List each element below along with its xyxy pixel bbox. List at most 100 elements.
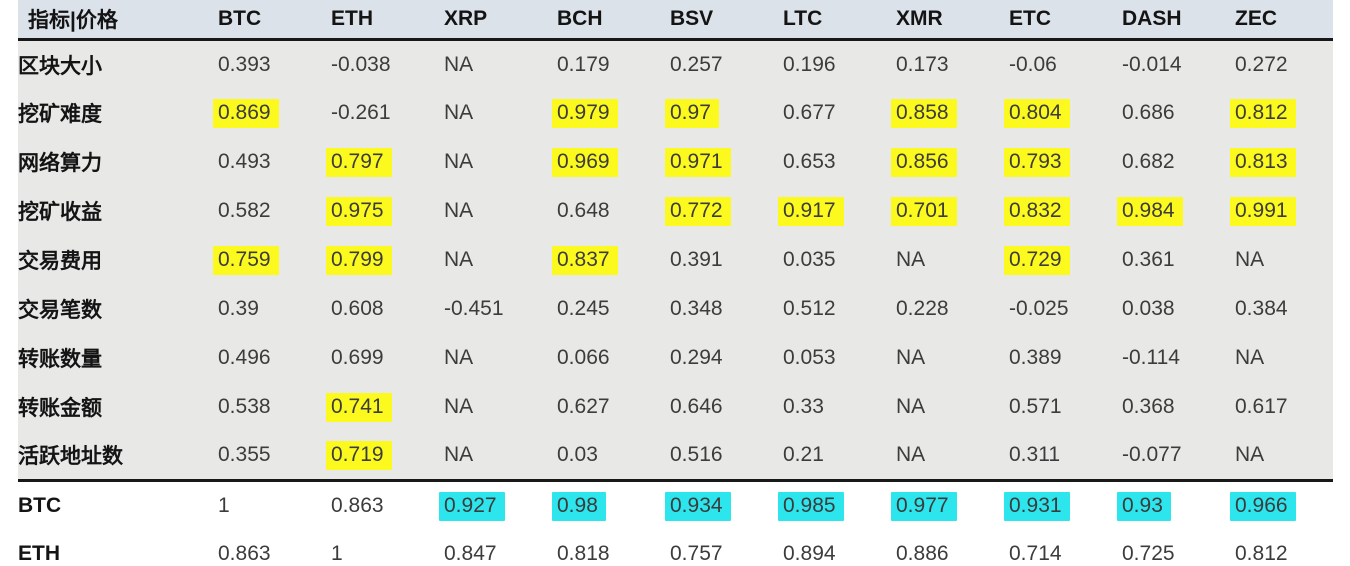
- value-cell: 0.21: [783, 443, 824, 467]
- yellow-highlighted-value: 0.858: [891, 99, 957, 128]
- cyan-highlighted-value: 0.927: [439, 491, 505, 521]
- yellow-highlighted-value: 0.869: [213, 99, 279, 128]
- value-cell: 0.934: [665, 481, 783, 530]
- yellow-highlighted-value: 0.97: [665, 99, 719, 128]
- indicator-rows-section: 区块大小 0.393 -0.038 NA 0.179 0.257 0.196 0.173 -0.…: [18, 39, 1333, 481]
- value-cell: 0.772: [665, 187, 783, 236]
- value-cell: 0.894: [783, 542, 836, 565]
- value-cell: 0.368: [1122, 395, 1175, 418]
- value-cell: 0.832: [1004, 187, 1122, 236]
- yellow-highlighted-value: 0.812: [1230, 99, 1296, 128]
- value-cell: 0.969: [552, 138, 670, 187]
- table-row: 转账数量 0.496 0.699 NA 0.066 0.294 0.053 NA 0.389 -0…: [18, 333, 1333, 383]
- value-cell: 0.196: [783, 52, 836, 76]
- value-cell: 0.03: [557, 443, 598, 467]
- table-row: 交易笔数 0.39 0.608 -0.451 0.245 0.348 0.512 0.228 -…: [18, 284, 1333, 334]
- row-label: 活跃地址数: [18, 445, 123, 469]
- yellow-highlighted-value: 0.991: [1230, 197, 1296, 226]
- value-cell: NA: [896, 443, 926, 467]
- cyan-highlighted-value: 0.977: [891, 491, 957, 521]
- value-cell: 0.863: [331, 493, 384, 517]
- value-cell: 0.538: [218, 395, 271, 418]
- row-label: 转账数量: [18, 348, 102, 371]
- value-cell: NA: [444, 101, 474, 124]
- header-cell-xrp: XRP: [444, 0, 557, 40]
- value-cell: 0.917: [778, 187, 896, 236]
- cyan-highlighted-value: 0.98: [552, 491, 606, 521]
- header-cell-bch: BCH: [557, 0, 670, 40]
- value-cell: 0.682: [1122, 150, 1175, 173]
- yellow-highlighted-value: 0.813: [1230, 148, 1296, 177]
- value-cell: NA: [1235, 443, 1265, 467]
- value-cell: 0.33: [783, 395, 824, 418]
- header-cell-bsv: BSV: [670, 0, 783, 40]
- yellow-highlighted-value: 0.701: [891, 197, 957, 226]
- value-cell: 0.725: [1122, 542, 1175, 565]
- value-cell: 0.699: [331, 346, 384, 369]
- value-cell: 0.966: [1230, 481, 1333, 530]
- value-cell: 0.038: [1122, 297, 1175, 320]
- yellow-highlighted-value: 0.799: [326, 246, 392, 275]
- table-row: 交易费用 0.759 0.799 NA 0.837 0.391 0.035 NA 0.729 0.…: [18, 235, 1333, 285]
- value-cell: 0.975: [326, 187, 444, 236]
- value-cell: 0.053: [783, 346, 836, 369]
- value-cell: 0.93: [1117, 481, 1235, 530]
- correlation-table: 指标|价格 BTC ETH XRP BCH BSV LTC XMR ETC DASH ZEC 区块大…: [18, 0, 1333, 566]
- yellow-highlighted-value: 0.793: [1004, 148, 1070, 177]
- value-cell: 0.729: [1004, 236, 1122, 285]
- cyan-highlighted-value: 0.985: [778, 491, 844, 521]
- value-cell: 0.384: [1235, 297, 1288, 320]
- yellow-highlighted-value: 0.797: [326, 148, 392, 177]
- header-cell-etc: ETC: [1009, 0, 1122, 40]
- table-row: ETH 0.863 1 0.847 0.818 0.757 0.894 0.886 0.714 0…: [18, 529, 1333, 566]
- value-cell: 0.294: [670, 346, 723, 369]
- value-cell: -0.114: [1122, 346, 1180, 369]
- row-label: 挖矿难度: [18, 103, 102, 126]
- value-cell: 1: [218, 493, 230, 517]
- yellow-highlighted-value: 0.741: [326, 393, 392, 422]
- yellow-highlighted-value: 0.772: [665, 197, 731, 226]
- header-cell-eth: ETH: [331, 0, 444, 40]
- value-cell: 0.847: [444, 542, 497, 565]
- value-cell: -0.025: [1009, 297, 1069, 320]
- yellow-highlighted-value: 0.975: [326, 197, 392, 226]
- value-cell: 0.516: [670, 443, 723, 467]
- yellow-highlighted-value: 0.971: [665, 148, 731, 177]
- value-cell: 0.759: [213, 236, 331, 285]
- value-cell: 0.686: [1122, 101, 1175, 124]
- value-cell: 0.869: [213, 89, 331, 138]
- header-cell-zec: ZEC: [1235, 0, 1333, 40]
- value-cell: 0.389: [1009, 346, 1062, 369]
- table-row: BTC 1 0.863 0.927 0.98 0.934 0.985 0.977 0.931 0.…: [18, 480, 1333, 530]
- header-cell-xmr: XMR: [896, 0, 1009, 40]
- row-label: 挖矿收益: [18, 201, 102, 224]
- value-cell: 0.391: [670, 248, 723, 271]
- table-header: 指标|价格 BTC ETH XRP BCH BSV LTC XMR ETC DASH ZEC: [18, 0, 1333, 40]
- value-cell: 0.245: [557, 297, 610, 320]
- cyan-highlighted-value: 0.93: [1117, 491, 1171, 521]
- yellow-highlighted-value: 0.729: [1004, 246, 1070, 275]
- value-cell: 0.837: [552, 236, 670, 285]
- row-label: ETH: [18, 542, 60, 565]
- yellow-highlighted-value: 0.917: [778, 197, 844, 226]
- value-cell: 0.173: [896, 52, 949, 76]
- value-cell: 0.931: [1004, 481, 1122, 530]
- value-cell: NA: [444, 52, 474, 76]
- yellow-highlighted-value: 0.719: [326, 441, 392, 471]
- value-cell: 0.608: [331, 297, 384, 320]
- value-cell: -0.261: [331, 101, 391, 124]
- row-label: 交易笔数: [18, 299, 102, 322]
- value-cell: NA: [444, 248, 474, 271]
- value-cell: NA: [1235, 346, 1265, 369]
- value-cell: NA: [444, 346, 474, 369]
- yellow-highlighted-value: 0.832: [1004, 197, 1070, 226]
- table-row: 区块大小 0.393 -0.038 NA 0.179 0.257 0.196 0.173 -0.…: [18, 39, 1333, 89]
- value-cell: 0.066: [557, 346, 610, 369]
- value-cell: 0.984: [1117, 187, 1235, 236]
- row-label: 区块大小: [18, 54, 102, 78]
- header-cell-indicator-price: 指标|价格: [18, 0, 218, 40]
- value-cell: 0.813: [1230, 138, 1333, 187]
- value-cell: 0.886: [896, 542, 949, 565]
- value-cell: 0.757: [670, 542, 723, 565]
- value-cell: 0.793: [1004, 138, 1122, 187]
